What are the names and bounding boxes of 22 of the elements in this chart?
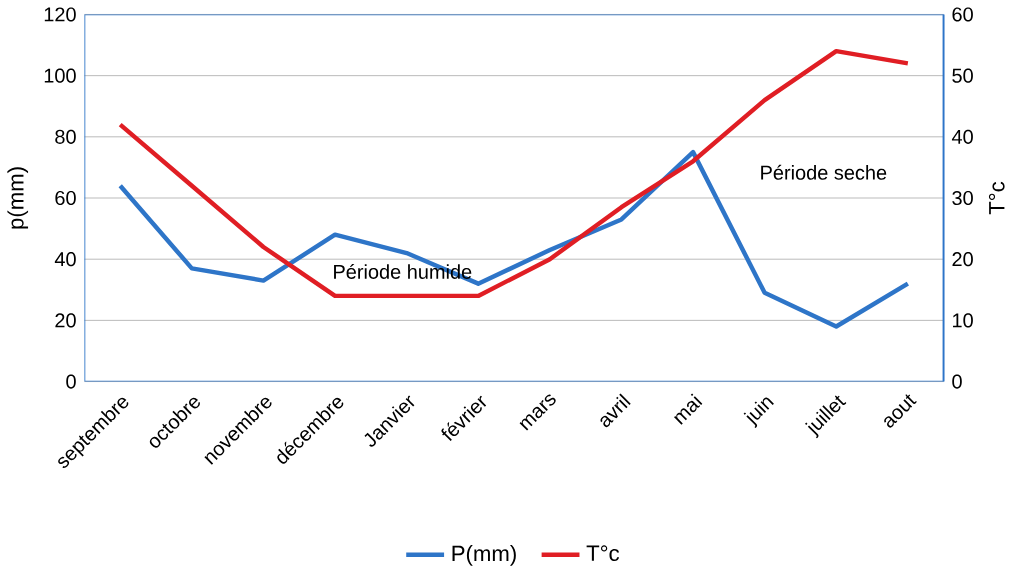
y-tick-label: 120 xyxy=(44,7,76,22)
y2-tick-label: 60 xyxy=(952,7,973,22)
y2-tick-label: 10 xyxy=(953,313,973,328)
y-tick-label: 80 xyxy=(55,129,76,144)
y-tick-label: 60 xyxy=(55,190,76,205)
y2-tick-label: 50 xyxy=(952,68,973,83)
y2-tick-label: 20 xyxy=(952,251,973,267)
y-tick-label: 0 xyxy=(66,374,76,389)
legend-label: T°c xyxy=(586,545,620,561)
legend-label: P(mm) xyxy=(452,544,516,566)
x-tick-label: juin xyxy=(743,397,774,428)
y-tick-label: 100 xyxy=(44,68,76,83)
y-axis-title: p(mm) xyxy=(7,167,29,229)
y2-tick-label: 30 xyxy=(952,190,973,205)
y2-tick-label: 0 xyxy=(952,374,962,389)
x-tick-label: mai xyxy=(674,393,703,425)
annotation: Période seche xyxy=(761,164,887,180)
y-tick-label: 20 xyxy=(55,313,76,328)
y2-tick-label: 40 xyxy=(951,129,973,144)
y2-axis-title: T°c xyxy=(988,181,1005,215)
y-tick-label: 40 xyxy=(54,251,76,267)
line-series xyxy=(118,149,911,329)
